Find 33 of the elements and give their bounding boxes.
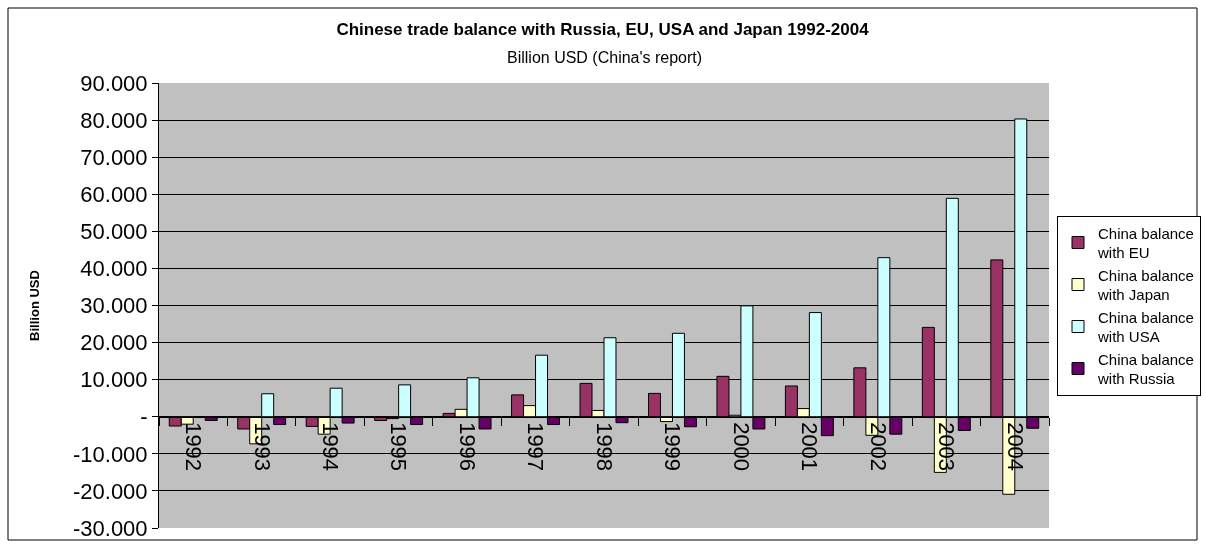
chart-subtitle: Billion USD (China's report) — [507, 49, 703, 66]
legend-label: China balance with EU — [1097, 224, 1194, 262]
y-tick-label: 50.000 — [80, 219, 148, 245]
y-tick-label: -30.000 — [72, 515, 148, 541]
y-axis-title: Billion USD — [26, 270, 42, 341]
y-tick-label: 10.000 — [80, 367, 148, 393]
y-tick-label: 30.000 — [80, 293, 148, 319]
y-tick-label: 70.000 — [80, 144, 148, 170]
x-tick-label: 2000 — [728, 422, 754, 472]
legend-label: China balance with Japan — [1097, 266, 1194, 304]
y-tick-label: -20.000 — [72, 478, 148, 504]
x-tick-label: 1998 — [591, 422, 617, 472]
legend-label: China balance with Russia — [1097, 350, 1194, 388]
x-tick-label: 2002 — [865, 422, 891, 472]
y-tick-label: 90.000 — [80, 70, 148, 96]
x-tick-label: 1999 — [660, 422, 686, 472]
x-tick-label: 2004 — [1002, 422, 1028, 472]
x-tick-label: 1997 — [523, 422, 549, 472]
x-tick-label: 1993 — [249, 422, 275, 472]
y-tick-label: - — [140, 404, 148, 430]
x-tick-label: 1992 — [181, 422, 207, 472]
x-tick-label: 2003 — [934, 422, 960, 472]
x-tick-label: 1994 — [318, 422, 343, 472]
x-tick-label: 1996 — [454, 422, 480, 472]
y-tick-label: 60.000 — [80, 181, 148, 207]
y-tick-label: 80.000 — [80, 107, 148, 133]
y-tick-label: 40.000 — [80, 256, 148, 282]
y-tick-label: -10.000 — [72, 441, 148, 467]
x-tick-label: 2001 — [797, 422, 823, 472]
x-tick-label: 1995 — [386, 422, 412, 472]
chart-title: Chinese trade balance with Russia, EU, USA and Japan 1992-2004 — [336, 19, 870, 39]
legend-label: China balance with USA — [1097, 308, 1194, 346]
y-tick-label: 20.000 — [80, 330, 148, 356]
